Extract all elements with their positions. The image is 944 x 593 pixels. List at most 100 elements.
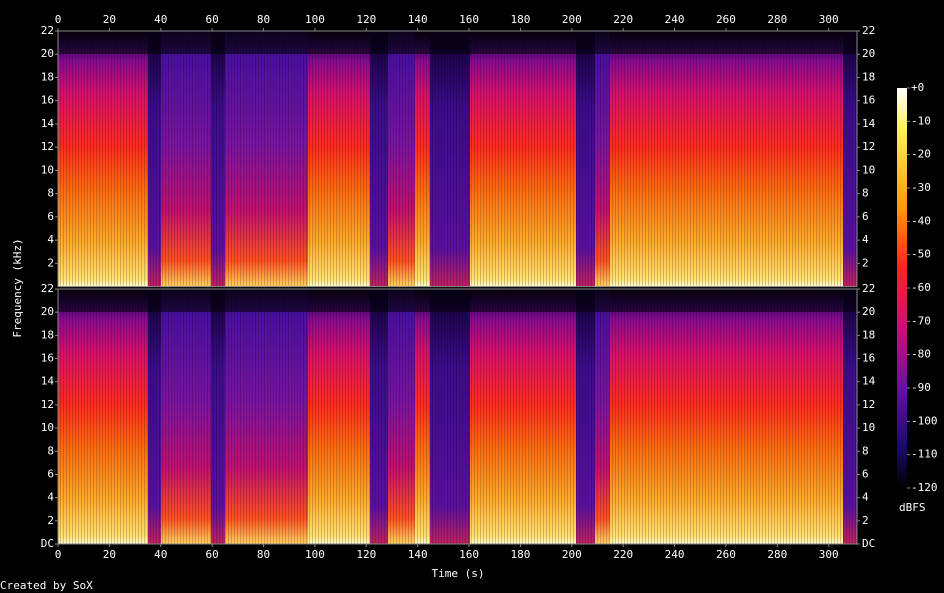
- y-tick-label-right: 22: [862, 24, 875, 37]
- y-tick-label-right: 14: [862, 375, 876, 388]
- colorbar-tick-label: -100: [911, 414, 938, 427]
- y-tick-label-right: 2: [862, 256, 869, 269]
- spectrogram-image: [57, 30, 858, 545]
- y-tick-label-right: 8: [862, 444, 869, 457]
- y-tick-label: 18: [41, 70, 54, 83]
- y-tick-label-right: 6: [862, 467, 869, 480]
- y-tick-label: 20: [41, 47, 54, 60]
- plot-frame: [57, 30, 858, 288]
- y-tick-label: 18: [41, 328, 54, 341]
- x-tick-label-top: 120: [356, 13, 376, 26]
- y-tick-label-right: 18: [862, 328, 875, 341]
- x-tick-label: 240: [665, 548, 685, 561]
- colorbar: [897, 88, 907, 488]
- x-tick-label: 80: [257, 548, 270, 561]
- colorbar-tick-label: +0: [911, 81, 924, 94]
- y-tick-label: 4: [47, 491, 54, 504]
- colorbar-tick-label: -20: [911, 148, 931, 161]
- colorbar-tick-label: -120: [911, 481, 938, 494]
- x-tick-label-top: 240: [665, 13, 685, 26]
- y-tick-label: 22: [41, 24, 54, 37]
- y-tick-label-right: 10: [862, 421, 875, 434]
- x-tick-label: 60: [206, 548, 219, 561]
- y-tick-label: 8: [47, 187, 54, 200]
- x-tick-label-top: 80: [257, 13, 270, 26]
- x-tick-label-top: 160: [459, 13, 479, 26]
- x-tick-label: 260: [716, 548, 736, 561]
- x-tick-label-top: 40: [154, 13, 167, 26]
- spectrum-streaks: [58, 289, 857, 544]
- colorbar-tick-label: -30: [911, 181, 931, 194]
- colorbar-label: dBFS: [899, 501, 926, 514]
- y-tick-label: 14: [41, 375, 55, 388]
- colorbar-tick-label: -50: [911, 248, 931, 261]
- spectrum-streaks: [58, 31, 857, 287]
- y-tick-label-right: 16: [862, 352, 875, 365]
- y-tick-label-right: 4: [862, 491, 869, 504]
- x-tick-label-top: 0: [55, 13, 62, 26]
- y-tick-label-right: 2: [862, 514, 869, 527]
- y-tick-label: 20: [41, 305, 54, 318]
- x-tick-label-top: 220: [613, 13, 633, 26]
- colorbar-tick-label: -40: [911, 214, 931, 227]
- y-tick-label: 10: [41, 163, 54, 176]
- colorbar-tick-label: -10: [911, 114, 931, 127]
- y-tick-label-right: 12: [862, 398, 875, 411]
- x-tick-label: 300: [819, 548, 839, 561]
- x-tick-label-top: 200: [562, 13, 582, 26]
- x-tick-label-top: 100: [305, 13, 325, 26]
- footer: Created by SoX: [0, 579, 93, 592]
- colorbar-tick-label: -60: [911, 281, 931, 294]
- y-tick-label: 6: [47, 467, 54, 480]
- x-tick-label: 140: [408, 548, 428, 561]
- y-tick-label: 4: [47, 233, 54, 246]
- x-tick-label: 200: [562, 548, 582, 561]
- y-tick-label: 6: [47, 210, 54, 223]
- x-tick-label-top: 140: [408, 13, 428, 26]
- x-tick-label-top: 20: [103, 13, 116, 26]
- y-tick-label: 22: [41, 282, 54, 295]
- x-tick-label-top: 180: [511, 13, 531, 26]
- plot-frame: [57, 288, 858, 545]
- x-tick-label: 160: [459, 548, 479, 561]
- y-tick-label-right: 10: [862, 163, 875, 176]
- x-tick-label: 40: [154, 548, 167, 561]
- y-tick-label-right: 12: [862, 140, 875, 153]
- x-tick-label-top: 60: [206, 13, 219, 26]
- y-tick-label-right: 6: [862, 210, 869, 223]
- y-tick-label-right: 18: [862, 70, 875, 83]
- y-tick-label-right: 22: [862, 282, 875, 295]
- y-tick-label: 10: [41, 421, 54, 434]
- y-tick-label-right: 8: [862, 187, 869, 200]
- y-tick-label-right: 20: [862, 47, 875, 60]
- x-tick-label: 100: [305, 548, 325, 561]
- x-tick-label: 180: [511, 548, 531, 561]
- y-tick-label: 2: [47, 514, 54, 527]
- x-tick-label-top: 300: [819, 13, 839, 26]
- y-axis-label: Frequency (kHz): [11, 238, 24, 337]
- y-tick-label: 2: [47, 256, 54, 269]
- x-tick-label-top: 280: [767, 13, 787, 26]
- y-tick-label-right: 4: [862, 233, 869, 246]
- colorbar-tick-label: -90: [911, 381, 931, 394]
- x-tick-label: 280: [767, 548, 787, 561]
- y-tick-label: 16: [41, 352, 54, 365]
- x-tick-label: 20: [103, 548, 116, 561]
- y-tick-label-right: 14: [862, 117, 876, 130]
- x-tick-label: 0: [55, 548, 62, 561]
- y-tick-label-right: 20: [862, 305, 875, 318]
- y-tick-label-right: DC: [862, 537, 875, 550]
- colorbar-tick-label: -70: [911, 314, 931, 327]
- colorbar-tick-label: -80: [911, 348, 931, 361]
- y-tick-label: 12: [41, 398, 54, 411]
- x-tick-label: 120: [356, 548, 376, 561]
- y-tick-label-right: 16: [862, 94, 875, 107]
- x-axis-label: Time (s): [432, 567, 485, 580]
- x-tick-label-top: 260: [716, 13, 736, 26]
- y-tick-label: 12: [41, 140, 54, 153]
- colorbar-tick-label: -110: [911, 448, 938, 461]
- y-tick-label: 14: [41, 117, 55, 130]
- y-tick-label: DC: [41, 537, 54, 550]
- x-tick-label: 220: [613, 548, 633, 561]
